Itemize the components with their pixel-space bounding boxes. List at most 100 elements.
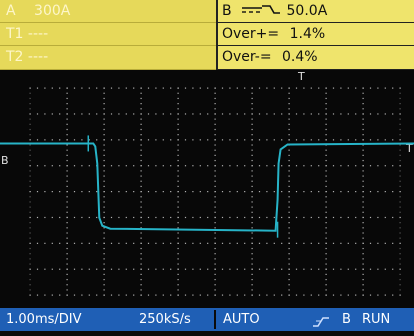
grid-dot	[214, 144, 216, 146]
grid-dot	[288, 92, 290, 94]
run-state-label[interactable]: RUN	[362, 312, 391, 327]
grid-dot	[29, 222, 31, 224]
grid-dot	[362, 165, 364, 167]
grid-dot	[251, 196, 253, 198]
grid-dot	[362, 216, 364, 219]
grid-dot	[59, 242, 61, 244]
grid-dot	[133, 242, 135, 244]
grid-dot	[103, 134, 105, 136]
grid-dot	[140, 123, 142, 125]
grid-dot	[103, 118, 105, 120]
overshoot-positive-readout[interactable]: Over+= 1.4%	[216, 23, 414, 46]
grid-dot	[140, 227, 142, 229]
grid-dot	[51, 294, 53, 296]
status-divider	[214, 310, 216, 329]
grid-dot	[303, 165, 305, 167]
grid-dot	[236, 139, 238, 141]
grid-dot	[288, 273, 290, 275]
grid-dot	[325, 201, 327, 203]
grid-dot	[399, 128, 401, 131]
grid-dot	[244, 242, 246, 244]
status-bar: 1.00ms/DIV 250kS/s AUTO B RUN	[0, 308, 414, 331]
grid-dot	[325, 108, 327, 110]
grid-dot	[229, 216, 231, 219]
grid-dot	[103, 253, 105, 255]
grid-dot	[125, 139, 127, 141]
grid-dot	[36, 216, 39, 219]
grid-dot	[325, 170, 327, 172]
grid-dot	[266, 294, 268, 296]
grid-dot	[251, 134, 253, 136]
grid-dot	[140, 185, 142, 188]
grid-dot	[66, 201, 68, 203]
grid-dot	[103, 180, 105, 182]
grid-dot	[170, 113, 172, 115]
grid-dot	[244, 216, 246, 219]
grid-dot	[103, 289, 105, 291]
grid-dot	[214, 222, 216, 224]
grid-dot	[184, 139, 187, 141]
grid-dot	[281, 294, 283, 296]
grid-dot	[399, 191, 401, 193]
grid-dot	[66, 149, 68, 151]
grid-dot	[251, 159, 253, 162]
grid-dot	[221, 216, 224, 219]
grid-dot	[399, 278, 401, 281]
grid-dot	[66, 103, 68, 105]
channel-b-readout[interactable]: B 50.0A	[216, 0, 414, 23]
grid-dot	[162, 113, 164, 115]
grid-dot	[251, 232, 253, 234]
grid-dot	[214, 273, 216, 275]
grid-dot	[399, 123, 401, 125]
grid-dot	[214, 201, 216, 203]
grid-dot	[103, 128, 105, 131]
grid-dot	[140, 284, 142, 286]
grid-dot	[236, 113, 238, 115]
grid-dot	[399, 237, 401, 239]
timebase-label[interactable]: 1.00ms/DIV	[6, 312, 82, 327]
grid-dot	[362, 284, 364, 286]
grid-dot	[81, 113, 83, 115]
grid-dot	[133, 113, 135, 115]
grid-dot	[362, 227, 364, 229]
grid-dot	[288, 154, 290, 156]
grid-dot	[362, 154, 364, 156]
rising-slope-icon[interactable]	[313, 313, 329, 336]
grid-dot	[281, 139, 283, 141]
grid-dot	[177, 159, 179, 162]
grid-dot	[103, 247, 105, 250]
trigger-mode-label[interactable]: AUTO	[223, 312, 260, 327]
grid-dot	[347, 191, 349, 193]
grid-dot	[81, 294, 83, 296]
grid-dot	[340, 216, 342, 219]
grid-dot	[362, 144, 364, 146]
channel-a-readout[interactable]: A 300A	[0, 0, 216, 23]
grid-dot	[332, 216, 335, 219]
grid-dot	[177, 97, 179, 100]
grid-dot	[81, 268, 83, 270]
grid-dot	[29, 185, 31, 188]
grid-dot	[392, 216, 394, 219]
grid-dot	[325, 128, 327, 131]
grid-dot	[140, 165, 142, 167]
grid-dot	[288, 170, 290, 172]
grid-dot	[332, 191, 335, 193]
grid-dot	[392, 139, 394, 141]
grid-dot	[103, 123, 105, 125]
grid-dot	[162, 87, 164, 89]
grid-dot	[125, 87, 127, 89]
grid-dot	[29, 237, 31, 239]
grid-dot	[29, 227, 31, 229]
grid-dot	[214, 139, 216, 141]
waveform-display[interactable]: T B T	[0, 70, 414, 308]
grid-dot	[29, 123, 31, 125]
overshoot-negative-value: 0.4%	[282, 49, 318, 65]
grid-dot	[362, 118, 364, 120]
grid-dot	[221, 268, 224, 270]
t1-readout[interactable]: T1 ----	[0, 23, 216, 46]
grid-dot	[362, 185, 364, 188]
grid-dot	[244, 113, 246, 115]
t2-readout[interactable]: T2 ----	[0, 46, 216, 70]
overshoot-negative-readout[interactable]: Over-= 0.4%	[216, 46, 414, 70]
grid-dot	[214, 278, 216, 281]
